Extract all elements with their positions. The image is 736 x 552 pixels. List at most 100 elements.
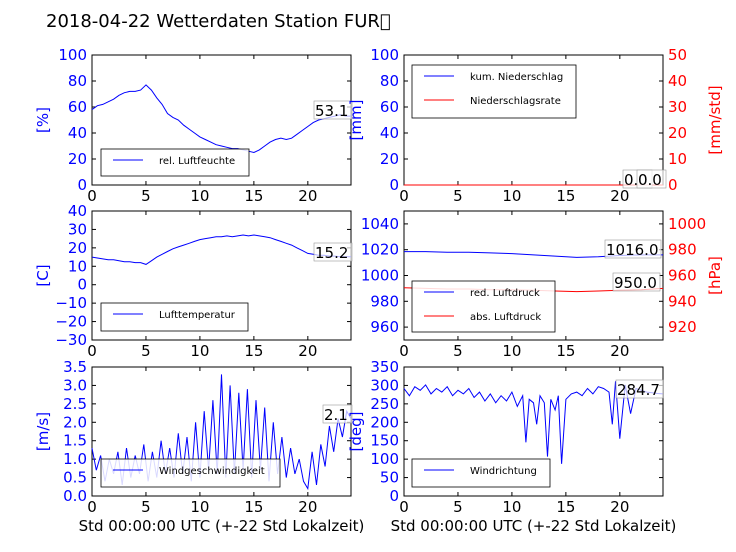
value-label-3-1: 950.0 — [614, 274, 657, 292]
y2-tick-label-1-1: 10 — [668, 150, 687, 168]
legend-label-5-0: Windrichtung — [470, 466, 537, 477]
x-tick-label-3-3: 15 — [556, 342, 575, 360]
y-tick-label-1-1: 20 — [380, 150, 399, 168]
y-tick-label-5-0: 0 — [389, 487, 399, 505]
value-label-3-0: 1016.0 — [606, 241, 659, 259]
y-tick-label-4-5: 2.5 — [63, 395, 87, 413]
legend-box-3 — [411, 280, 556, 333]
y-tick-label-2-1: −20 — [55, 313, 87, 331]
value-box-3-0 — [604, 239, 662, 259]
series-line-2-0 — [91, 234, 351, 265]
value-label-4-0: 2.1 — [324, 406, 348, 424]
y-axis-label-4: [m/s] — [34, 412, 52, 451]
value-box-2-0 — [313, 242, 353, 262]
y-tick-label-4-1: 0.5 — [63, 469, 87, 487]
y-tick-label-3-1: 980 — [370, 292, 399, 310]
x-tick-label-5-0: 0 — [399, 498, 409, 516]
y2-tick-label-1-4: 40 — [668, 72, 687, 90]
x-tick-label-3-1: 5 — [453, 342, 463, 360]
y2-axis-label-1: [mm/std] — [706, 85, 724, 154]
legend-box-4 — [100, 458, 281, 488]
legend-box-0 — [100, 148, 250, 177]
y-axis-label-5: [deg] — [347, 412, 365, 452]
y-tick-label-5-6: 300 — [370, 376, 399, 394]
x-tick-label-2-0: 0 — [87, 342, 97, 360]
y-tick-label-1-4: 80 — [380, 72, 399, 90]
y-tick-label-4-6: 3.0 — [63, 376, 87, 394]
y2-axis-label-3: [hPa] — [706, 256, 724, 295]
legend-box-1 — [411, 64, 577, 119]
y2-tick-label-3-4: 1000 — [668, 215, 706, 233]
x-tick-label-4-4: 20 — [298, 498, 317, 516]
y2-tick-label-3-3: 980 — [668, 241, 697, 259]
y-tick-label-0-1: 20 — [68, 150, 87, 168]
value-box-1-1 — [636, 169, 667, 189]
figure-title: 2018-04-22 Wetterdaten Station FUR  — [46, 11, 391, 32]
x-tick-label-0-3: 15 — [244, 187, 263, 205]
x-tick-label-1-2: 10 — [502, 187, 521, 205]
y-tick-label-5-7: 350 — [370, 358, 399, 376]
x-tick-label-1-1: 5 — [453, 187, 463, 205]
y-axis-label-2: [C] — [34, 264, 52, 286]
value-box-4-0 — [322, 404, 353, 424]
y-tick-label-0-3: 60 — [68, 98, 87, 116]
y-tick-label-5-3: 150 — [370, 432, 399, 450]
x-tick-label-4-0: 0 — [87, 498, 97, 516]
y-tick-label-1-3: 60 — [380, 98, 399, 116]
y-tick-label-5-4: 200 — [370, 413, 399, 431]
y-tick-label-2-7: 40 — [68, 202, 87, 220]
y-tick-label-2-0: −30 — [55, 331, 87, 349]
x-tick-label-1-0: 0 — [399, 187, 409, 205]
y-tick-label-3-3: 1020 — [361, 241, 399, 259]
y-tick-label-3-2: 1000 — [361, 267, 399, 285]
y-tick-label-0-5: 100 — [58, 46, 87, 64]
y-tick-label-2-5: 20 — [68, 239, 87, 257]
y-tick-label-5-1: 50 — [380, 469, 399, 487]
y-tick-label-4-4: 2.0 — [63, 413, 87, 431]
x-tick-label-3-4: 20 — [610, 342, 629, 360]
y-tick-label-0-0: 0 — [77, 176, 87, 194]
y-axis-label-0: [%] — [34, 107, 52, 133]
legend-label-3-0: red. Luftdruck — [470, 288, 540, 299]
x-tick-label-5-3: 15 — [556, 498, 575, 516]
y-tick-label-3-4: 1040 — [361, 215, 399, 233]
y-tick-label-0-4: 80 — [68, 72, 87, 90]
x-tick-label-2-3: 15 — [244, 342, 263, 360]
legend-label-1-0: kum. Niederschlag — [470, 72, 563, 83]
y2-tick-label-3-1: 940 — [668, 292, 697, 310]
value-box-3-1 — [612, 272, 661, 292]
legend-label-4-0: Windgeschwindigkeit — [159, 466, 265, 477]
x-tick-label-0-0: 0 — [87, 187, 97, 205]
y-tick-label-1-2: 40 — [380, 124, 399, 142]
x-tick-label-0-4: 20 — [298, 187, 317, 205]
y-tick-label-0-2: 40 — [68, 124, 87, 142]
plot-frame-4 — [91, 366, 352, 497]
x-tick-label-2-1: 5 — [141, 342, 151, 360]
x-tick-label-2-4: 20 — [298, 342, 317, 360]
x-tick-label-2-2: 10 — [190, 342, 209, 360]
x-tick-label-0-2: 10 — [190, 187, 209, 205]
y-tick-label-5-5: 250 — [370, 395, 399, 413]
value-label-5-0: 284.7 — [617, 381, 660, 399]
value-label-0-0: 53.1 — [315, 102, 348, 120]
x-axis-label-4: Std 00:00:00 UTC (+-22 Std Lokalzeit) — [79, 517, 365, 535]
value-label-1-1: 0.0 — [638, 171, 662, 189]
x-tick-label-4-3: 15 — [244, 498, 263, 516]
y2-tick-label-1-3: 30 — [668, 98, 687, 116]
y-tick-label-4-2: 1.0 — [63, 450, 87, 468]
legend-label-2-0: Lufttemperatur — [159, 310, 236, 321]
y-tick-label-1-5: 100 — [370, 46, 399, 64]
y2-tick-label-1-5: 50 — [668, 46, 687, 64]
y-tick-label-2-4: 10 — [68, 257, 87, 275]
y-tick-label-4-3: 1.5 — [63, 432, 87, 450]
x-tick-label-4-1: 5 — [141, 498, 151, 516]
x-tick-label-3-2: 10 — [502, 342, 521, 360]
x-tick-label-1-4: 20 — [610, 187, 629, 205]
plot-frame-2 — [91, 210, 352, 341]
y2-tick-label-3-0: 920 — [668, 318, 697, 336]
y-tick-label-2-2: −10 — [55, 294, 87, 312]
plot-frame-5 — [403, 366, 664, 497]
y2-tick-label-1-0: 0 — [668, 176, 678, 194]
x-tick-label-5-1: 5 — [453, 498, 463, 516]
